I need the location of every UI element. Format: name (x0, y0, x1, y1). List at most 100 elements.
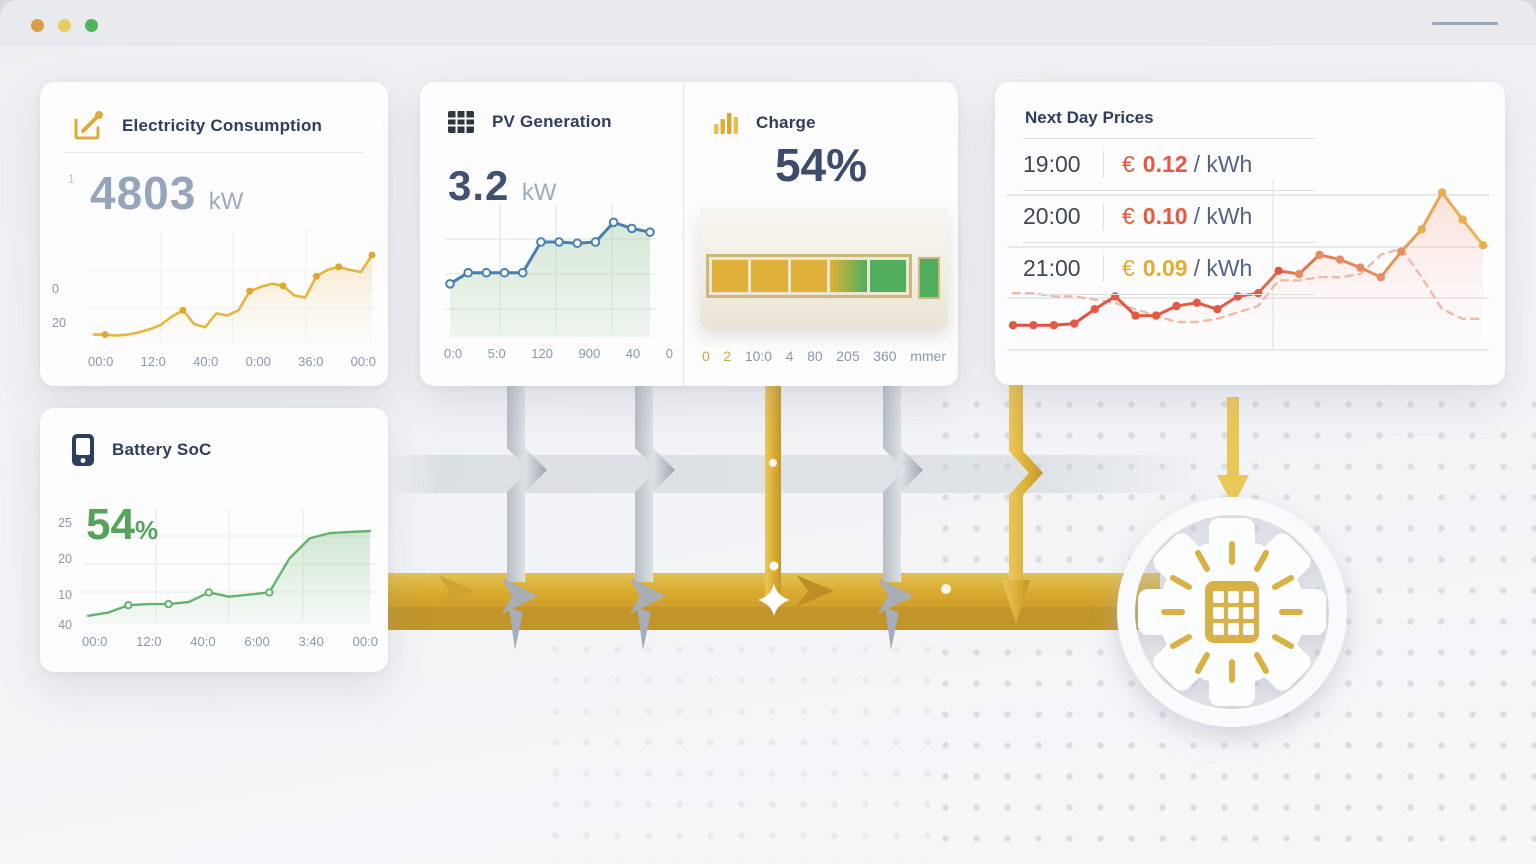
price-row: 19:00 €0.12/ kWh (1023, 138, 1315, 190)
charge-value: 54% (774, 139, 868, 191)
price-unit: / kWh (1193, 151, 1253, 177)
currency-symbol: € (1122, 255, 1135, 281)
value-superscript: 1 (68, 172, 75, 186)
chip-rays-icon (1161, 541, 1303, 683)
price-value: €0.12/ kWh (1103, 151, 1315, 178)
battery-extra-segment (918, 257, 940, 299)
price-unit: / kWh (1193, 255, 1253, 281)
price-unit: / kWh (1193, 203, 1253, 229)
card-title: Electricity Consumption (122, 116, 323, 135)
band-arrow-icon (796, 575, 834, 607)
value-number: 3.2 (448, 162, 510, 209)
tick-label: 0 (702, 348, 710, 364)
consumption-chart (88, 230, 378, 346)
tick-label: 80 (807, 348, 823, 364)
y-axis-labels: 25 20 10 40 (48, 512, 74, 632)
pencil-icon (70, 108, 106, 144)
charge-segment (869, 260, 907, 292)
optimizer-gear-icon (1117, 497, 1347, 727)
gray-ribbon-arrows (502, 578, 914, 650)
gray-ribbons (507, 386, 923, 582)
tick-label: 36:0 (298, 354, 324, 369)
sparkle-icon (758, 584, 790, 616)
price-row: 20:00 €0.10/ kWh (1023, 190, 1315, 242)
value-number: 54 (86, 500, 135, 549)
down-arrow-icon (1217, 397, 1249, 506)
tick-label: 12:0 (140, 354, 166, 369)
card-title: Charge (756, 113, 816, 132)
tick-label: 12:0 (136, 634, 162, 649)
price-row: 21:00 €0.09/ kWh (1023, 242, 1315, 295)
tick-label: 00:0 (88, 354, 114, 369)
battery-soc-card: Battery SoC 25 20 10 40 54% (40, 408, 388, 672)
card-title: Battery SoC (112, 440, 212, 459)
charge-segment (712, 260, 749, 292)
price-amount: 0.12 (1142, 151, 1188, 177)
window-drag-handle[interactable] (1432, 22, 1498, 25)
pv-value: 3.2 kW (448, 162, 557, 210)
y-axis-labels: 0 20 (52, 230, 78, 350)
tick-label: 20 (58, 552, 72, 566)
tick-label: 20 (52, 316, 66, 330)
x-axis-labels: 0:0 5:0 120 900 40 0 (444, 346, 673, 361)
tick-label: 40:0 (190, 634, 216, 649)
x-axis-labels: 00:0 12:0 40:0 6:00 3:40 00:0 (82, 634, 378, 649)
price-amount: 0.10 (1142, 203, 1188, 229)
tick-label: 00:0 (350, 354, 376, 369)
x-axis-labels: 0 2 10:0 4 80 205 360 mmer (702, 348, 946, 364)
tick-label: 0:0 (444, 346, 463, 361)
charge-segment (830, 260, 867, 292)
tick-label: 25 (58, 516, 72, 530)
gold-ribbons (758, 385, 1043, 624)
energy-flow-diagram (376, 385, 1347, 727)
battery-charge-bar (706, 254, 912, 298)
tick-label: 3:40 (298, 634, 324, 649)
price-time: 20:00 (1023, 203, 1081, 229)
chip-icon (1205, 581, 1259, 643)
currency-symbol: € (1122, 151, 1135, 177)
window-titlebar (0, 0, 1536, 45)
battery-device-icon (70, 432, 96, 468)
tick-label: 0 (665, 346, 673, 361)
tick-label: 10 (58, 588, 72, 602)
consumption-value: 1 4803 kW (68, 166, 244, 220)
tick-label: 2 (723, 348, 732, 364)
window-minimize-button[interactable] (58, 19, 71, 32)
tick-label: 360 (873, 348, 897, 364)
tick-label: 5:0 (487, 346, 506, 361)
pv-chart (444, 204, 656, 337)
battery-chart (82, 508, 376, 624)
x-axis-labels: 00:0 12:0 40:0 0:00 36:0 00:0 (88, 354, 376, 369)
charge-segment (751, 260, 788, 292)
price-time: 21:00 (1023, 255, 1081, 281)
dot-pattern-background (540, 634, 940, 864)
tick-label: 10:0 (744, 348, 773, 364)
tick-label: 00:0 (82, 634, 108, 649)
price-amount: 0.09 (1142, 255, 1188, 281)
tick-label: 205 (836, 348, 860, 364)
value-unit: kW (521, 179, 557, 206)
tick-label: 0 (52, 282, 59, 296)
window-close-button[interactable] (31, 19, 44, 32)
price-value: €0.10/ kWh (1103, 203, 1315, 230)
card-title: Next Day Prices (1025, 108, 1154, 127)
window-zoom-button[interactable] (85, 19, 98, 32)
tick-label: 40 (625, 346, 641, 361)
price-time: 19:00 (1023, 151, 1081, 177)
price-table: 19:00 €0.12/ kWh 20:00 €0.10/ kWh 21:00 … (1023, 138, 1315, 295)
next-day-prices-card: Next Day Prices (995, 82, 1505, 385)
bar-chart-icon (712, 110, 740, 136)
tick-label: 00:0 (352, 634, 378, 649)
value-unit: % (134, 515, 159, 545)
pv-generation-panel: PV Generation 3.2 kW (420, 82, 684, 386)
tick-label: 0:00 (245, 354, 271, 369)
divider (64, 152, 364, 153)
electricity-consumption-card: Electricity Consumption 1 4803 kW 0 20 (40, 82, 388, 386)
charge-panel: Charge 54% 0 2 10:0 4 80 205 360 mmer (684, 82, 958, 386)
value-unit: kW (208, 188, 244, 215)
solar-panel-icon (446, 108, 476, 136)
tick-label: 6:00 (244, 634, 270, 649)
tick-label: 40:0 (193, 354, 219, 369)
charge-segment (790, 260, 828, 292)
